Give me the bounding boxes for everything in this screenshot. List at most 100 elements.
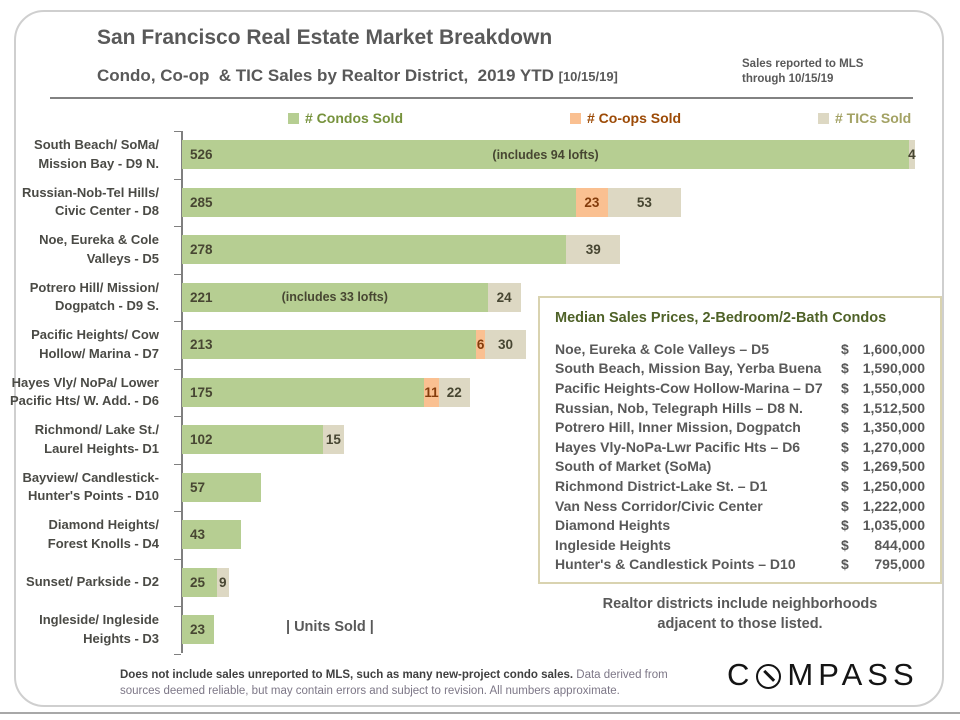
bar-segment-condos: 526 (includes 94 lofts): [182, 140, 910, 169]
median-price-amount: 1,600,000: [862, 340, 925, 357]
axis-tick: [174, 463, 181, 465]
median-price-symbol: $: [841, 477, 849, 494]
mls-note-line1: Sales reported to MLS: [742, 58, 864, 70]
bar-segment-coops: 6: [476, 330, 485, 359]
bar-value-label: 30: [497, 337, 513, 352]
bar-value-label: 285: [190, 194, 213, 210]
bar-segment-tics: 4: [908, 140, 916, 169]
bar-value-label: 23: [584, 194, 600, 210]
category-label: Hayes Vly/ NoPa/ Lower Pacific Hts/ W. Ad…: [0, 369, 170, 417]
bar-value-label: 15: [325, 432, 341, 447]
bar-segment-condos: 278: [182, 235, 567, 264]
median-price: $1,590,000: [841, 360, 925, 376]
median-box-title: Median Sales Prices, 2-Bedroom/2-Bath Co…: [555, 310, 887, 326]
bar-value-label: 6: [476, 337, 485, 352]
median-price-amount: 1,512,500: [862, 399, 925, 416]
bar-row: 221 (includes 33 lofts) 24: [182, 282, 521, 312]
median-row: Potrero Hill, Inner Mission, Dogpatch $1,…: [555, 417, 925, 437]
header-divider: [50, 97, 913, 99]
category-label: Bayview/ Candlestick- Hunter's Points - D…: [0, 464, 170, 512]
median-price: $1,269,500: [841, 458, 925, 474]
category-label-line: Pacific Heights/ Cow: [31, 327, 159, 343]
bar-value-label: 526: [190, 147, 213, 162]
category-label: South Beach/ SoMa/Mission Bay - D9 N.: [0, 131, 170, 179]
subtitle-date: [10/15/19]: [558, 69, 618, 84]
median-row: South of Market (SoMa) $1,269,500: [555, 457, 925, 477]
bar-row: 102 15: [182, 425, 344, 454]
compass-logo-mpass: MPASS: [787, 657, 919, 692]
bar-row: 285 23 53: [182, 187, 682, 217]
axis-tick: [174, 606, 181, 607]
compass-o-icon: [756, 663, 782, 689]
axis-tick: [174, 321, 181, 322]
median-price-amount: 1,590,000: [862, 360, 925, 377]
median-price-amount: 1,350,000: [862, 419, 925, 436]
bar-segment-tics: 30: [484, 330, 527, 359]
bar-segment-condos: 213: [182, 330, 477, 359]
median-price: $1,600,000: [841, 341, 925, 357]
median-price: $1,550,000: [841, 380, 925, 396]
median-row: Noe, Eureka & Cole Valleys – D5 $1,600,00…: [555, 339, 925, 359]
compass-logo-c: C: [727, 657, 755, 692]
category-label-line: South Beach/ SoMa/: [34, 137, 159, 153]
slide-border: [14, 10, 944, 707]
axis-tick: [174, 368, 181, 370]
axis-tick: [174, 558, 181, 560]
median-name: Potrero Hill, Inner Mission, Dogpatch: [555, 419, 801, 436]
legend-item-tics: # TICs Sold: [818, 110, 911, 126]
bar-row: 213 6 30: [182, 330, 527, 359]
bar-value-label: 25: [190, 574, 206, 590]
median-price-amount: 1,550,000: [862, 379, 925, 396]
bar-value-label: 278: [190, 242, 213, 257]
median-name: Hunter's & Candlestick Points – D10: [555, 556, 796, 573]
bar-segment-condos: 57: [182, 472, 261, 502]
median-name: Van Ness Corridor/Civic Center: [555, 497, 763, 514]
category-label-line: Pacific Hts/ W. Add. - D6: [9, 393, 159, 409]
page-subtitle: Condo, Co-op & TIC Sales by Realtor Dist…: [97, 66, 618, 86]
category-label-line: Potrero Hill/ Mission/: [29, 279, 159, 295]
bar-value-label: 221: [190, 289, 213, 305]
bar-value-label: 23: [190, 622, 206, 637]
bar-segment-condos: 102: [182, 425, 323, 454]
median-row: Hayes Vly-NoPa-Lwr Pacific Hts – D6 $1,27…: [555, 437, 925, 457]
median-prices-box: Median Sales Prices, 2-Bedroom/2-Bath Co…: [538, 296, 942, 584]
mls-note-line2: through 10/15/19: [742, 73, 834, 85]
bar-value-label: 213: [190, 337, 213, 352]
median-price-symbol: $: [841, 419, 849, 436]
median-row: Hunter's & Candlestick Points – D10 $795,…: [555, 555, 925, 575]
bar-row: 278 39: [182, 235, 621, 264]
median-name: Noe, Eureka & Cole Valleys – D5: [555, 340, 769, 357]
category-label-line: Dogpatch - D9 S.: [54, 298, 159, 314]
category-label-line: Mission Bay - D9 N.: [38, 155, 159, 171]
median-name: Diamond Heights: [555, 517, 671, 534]
axis-tick: [174, 131, 181, 132]
median-price-symbol: $: [841, 360, 849, 377]
median-price: $1,350,000: [841, 419, 925, 435]
bar-row: 57: [182, 472, 261, 502]
category-label-line: Diamond Heights/: [48, 517, 159, 533]
category-label-line: Hunter's Points - D10: [28, 488, 159, 504]
bar-value-label: 9: [219, 574, 227, 590]
legend-swatch-tics-icon: [818, 112, 829, 124]
legend-label-coops: # Co-ops Sold: [587, 110, 682, 126]
category-label-line: Hayes Vly/ NoPa/ Lower: [11, 374, 159, 390]
axis-tick: [174, 273, 181, 275]
median-price: $1,035,000: [841, 517, 925, 533]
median-price-symbol: $: [841, 458, 849, 475]
bar-value-label: 53: [636, 194, 652, 210]
bar-row: 526 (includes 94 lofts) 4: [182, 140, 916, 169]
median-row: Pacific Heights-Cow Hollow-Marina – D7 $1…: [555, 378, 925, 398]
median-price-amount: 795,000: [874, 556, 925, 573]
median-price-amount: 1,222,000: [862, 497, 925, 514]
legend-item-condos: # Condos Sold: [288, 110, 403, 126]
bar-segment-tics: 39: [566, 235, 621, 264]
bar-segment-coops: 23: [575, 187, 608, 217]
axis-tick: [174, 511, 181, 512]
category-label-line: Bayview/ Candlestick-: [22, 469, 159, 485]
median-price: $1,222,000: [841, 498, 925, 514]
bar-value-label: 11: [424, 384, 439, 400]
median-name: South Beach, Mission Bay, Yerba Buena: [555, 360, 822, 377]
axis-tick: [174, 416, 181, 417]
median-name: South of Market (SoMa): [555, 458, 712, 475]
bar-row: 43: [182, 520, 242, 549]
